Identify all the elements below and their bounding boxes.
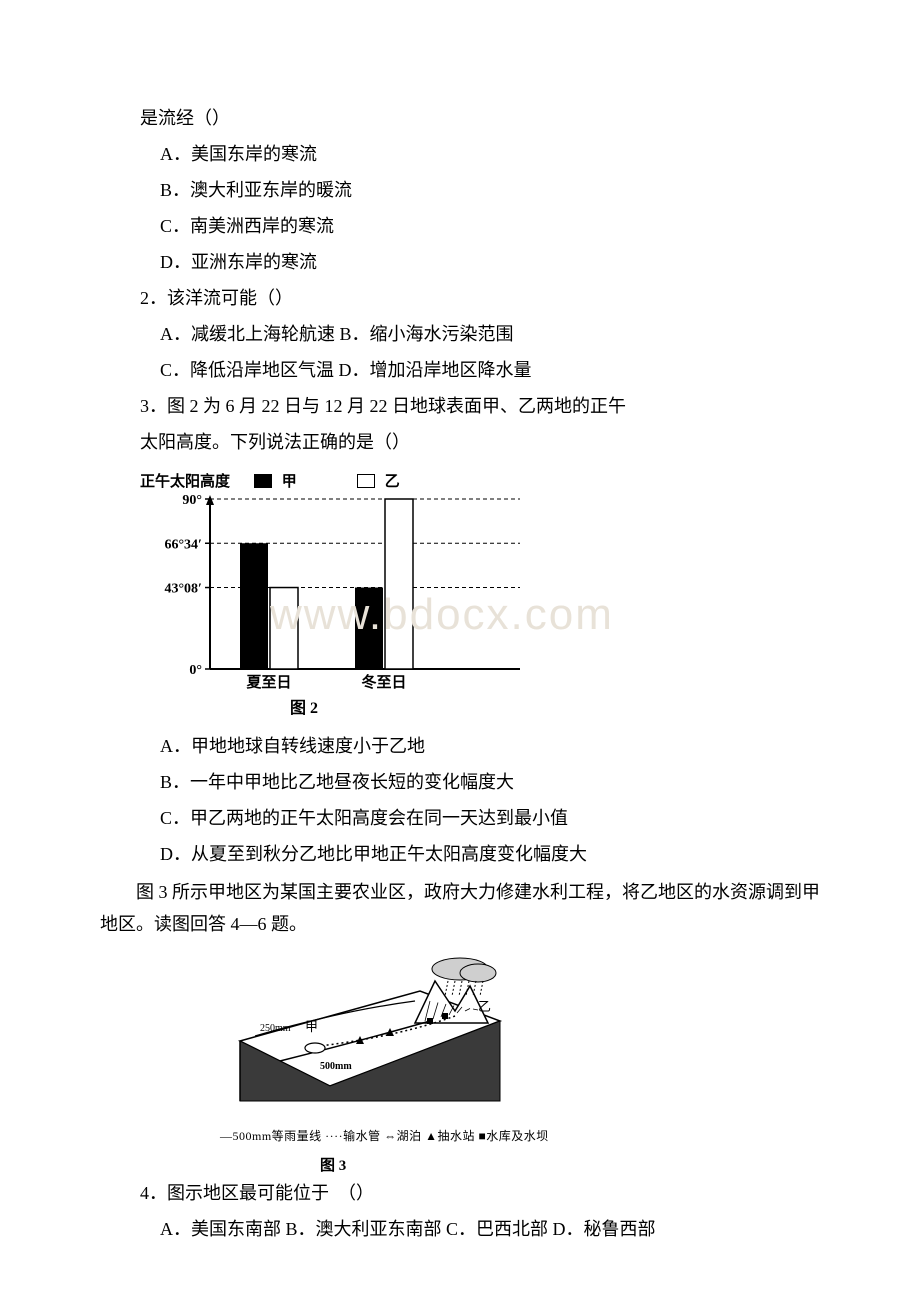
svg-text:0°: 0°: [189, 663, 202, 678]
figure-3-caption: 图 3: [60, 1154, 860, 1175]
figure-2-chart: 90° 66°34′ 43°08′ 0° 夏至日 冬至日: [140, 491, 530, 694]
svg-text:甲: 甲: [305, 1019, 318, 1034]
figure-3-diagram: 250mm 500mm 甲 乙: [220, 951, 520, 1121]
figure-2-title: 正午太阳高度: [140, 470, 230, 491]
q1-option-b: B．澳大利亚东岸的暖流: [60, 172, 860, 208]
figure-2-caption: 图 2: [140, 694, 860, 718]
svg-text:66°34′: 66°34′: [164, 537, 202, 552]
q3-option-d: D．从夏至到秋分乙地比甲地正午太阳高度变化幅度大: [60, 836, 860, 872]
q2-options-cd: C．降低沿岸地区气温 D．增加沿岸地区降水量: [60, 352, 860, 388]
svg-text:夏至日: 夏至日: [245, 674, 291, 691]
svg-text:500mm: 500mm: [320, 1061, 352, 1072]
q3-stem-line2: 太阳高度。下列说法正确的是（）: [60, 424, 860, 460]
q2-options-ab: A．减缓北上海轮航速 B．缩小海水污染范围: [60, 316, 860, 352]
q1-option-c: C．南美洲西岸的寒流: [60, 208, 860, 244]
q4-options: A．美国东南部 B．澳大利亚东南部 C．巴西北部 D．秘鲁西部: [60, 1211, 860, 1247]
figure-3-legend: —500mm等雨量线 ····输水管 ⇔湖泊 ▲抽水站 ■水库及水坝: [220, 1127, 860, 1144]
svg-text:乙: 乙: [478, 999, 491, 1014]
figure-3-intro-paragraph: 图 3 所示甲地区为某国主要农业区，政府大力修建水利工程，将乙地区的水资源调到甲…: [60, 876, 860, 941]
legend-label-jia: 甲: [282, 470, 297, 491]
q1-option-d: D．亚洲东岸的寒流: [60, 244, 860, 280]
figure-2-legend-row: 正午太阳高度 甲 乙: [140, 470, 860, 491]
q3-option-b: B．一年中甲地比乙地昼夜长短的变化幅度大: [60, 764, 860, 800]
q3-stem-line1: 3．图 2 为 6 月 22 日与 12 月 22 日地球表面甲、乙两地的正午: [60, 388, 860, 424]
q4-stem: 4．图示地区最可能位于 （）: [60, 1175, 860, 1211]
svg-text:43°08′: 43°08′: [164, 582, 202, 597]
q1-option-a: A．美国东岸的寒流: [60, 136, 860, 172]
q1-stem-tail: 是流经（）: [60, 100, 860, 136]
q3-option-c: C．甲乙两地的正午太阳高度会在同一天达到最小值: [60, 800, 860, 836]
figure-3: 250mm 500mm 甲 乙 —500mm等雨量线 ····输水管 ⇔湖泊 ▲抽水站…: [60, 951, 860, 1144]
figure-2: 正午太阳高度 甲 乙 www.bdocx.com 90°66°34′43°08′…: [60, 470, 860, 718]
q3-option-a: A．甲地地球自转线速度小于乙地: [60, 728, 860, 764]
legend-label-yi: 乙: [385, 470, 400, 491]
svg-text:冬至日: 冬至日: [361, 673, 406, 691]
legend-swatch-yi: [357, 474, 375, 488]
svg-text:90°: 90°: [182, 493, 202, 508]
legend-swatch-jia: [254, 474, 272, 488]
svg-text:250mm: 250mm: [260, 1023, 291, 1034]
q2-stem: 2．该洋流可能（）: [60, 280, 860, 316]
